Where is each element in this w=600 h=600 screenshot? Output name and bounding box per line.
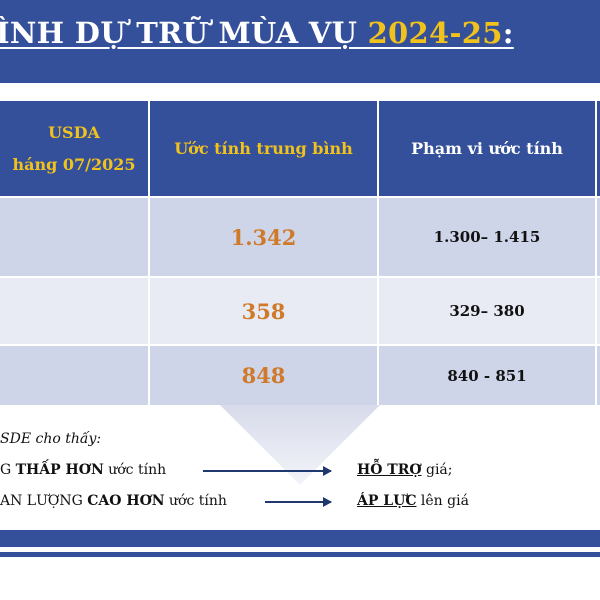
row-range-cell: 1.300– 1.415 [379,198,595,276]
table-row: 358 329– 380 [0,278,600,344]
average-value: 1.342 [230,224,297,250]
chevron-down-icon [220,405,380,485]
note-line-higher-prefix: AN LƯỢNG [0,493,88,509]
title-text: ÌNH DỰ TRỮ MÙA VỤ [0,16,368,50]
arrow-right-icon [265,498,332,506]
header-usda-month: háng 07/2025 [12,154,136,174]
row-extra-cell [597,278,600,344]
note-line-higher-emphasis: CAO HƠN [87,493,165,509]
row-average-cell: 848 [150,346,377,405]
footer-line [0,552,600,557]
title-colon: : [502,16,514,50]
note-result-pressure-emphasis: ÁP LỰC [357,493,417,509]
row-usda-cell [0,198,148,276]
table-header-row: USDA háng 07/2025 Ước tính trung bình Ph… [0,101,600,196]
note-line-lower: G THẤP HƠN ước tính [0,462,166,478]
header-usda-label: USDA [48,122,100,142]
arrow-right-icon [203,467,332,475]
header-usda: USDA háng 07/2025 [0,101,148,196]
note-result-pressure: ÁP LỰC lên giá [357,493,469,509]
range-value: 840 - 851 [447,366,527,385]
row-average-cell: 1.342 [150,198,377,276]
row-usda-cell [0,278,148,344]
title-year: 2024-25 [367,16,503,50]
row-average-cell: 358 [150,278,377,344]
note-line-higher-suffix: ước tính [164,493,227,509]
row-extra-cell [597,198,600,276]
row-range-cell: 840 - 851 [379,346,595,405]
note-intro: SDE cho thấy: [0,431,102,447]
average-value: 358 [241,298,286,324]
table-row: 1.342 1.300– 1.415 [0,198,600,276]
estimate-table: USDA háng 07/2025 Ước tính trung bình Ph… [0,101,600,405]
note-line-lower-emphasis: THẤP HƠN [15,462,104,478]
header-extra [597,101,600,196]
header-range: Phạm vi ước tính [379,101,595,196]
row-usda-cell [0,346,148,405]
note-result-support: HỖ TRỢ giá; [357,462,453,478]
range-value: 329– 380 [449,302,525,320]
note-line-lower-prefix: G [0,462,16,478]
note-result-support-suffix: giá; [421,462,453,478]
range-value: 1.300– 1.415 [433,228,541,246]
footer-stripe [0,530,600,547]
header-average: Ước tính trung bình [150,101,377,196]
note-result-support-emphasis: HỖ TRỢ [357,462,422,478]
row-range-cell: 329– 380 [379,278,595,344]
title-band: ÌNH DỰ TRỮ MÙA VỤ 2024-25: [0,0,600,83]
average-value: 848 [241,363,286,388]
note-line-higher: AN LƯỢNG CAO HƠN ước tính [0,493,227,509]
table-row: 848 840 - 851 [0,346,600,405]
page-title: ÌNH DỰ TRỮ MÙA VỤ 2024-25: [0,16,514,50]
note-line-lower-suffix: ước tính [103,462,167,478]
row-extra-cell [597,346,600,405]
note-result-pressure-suffix: lên giá [416,493,469,509]
